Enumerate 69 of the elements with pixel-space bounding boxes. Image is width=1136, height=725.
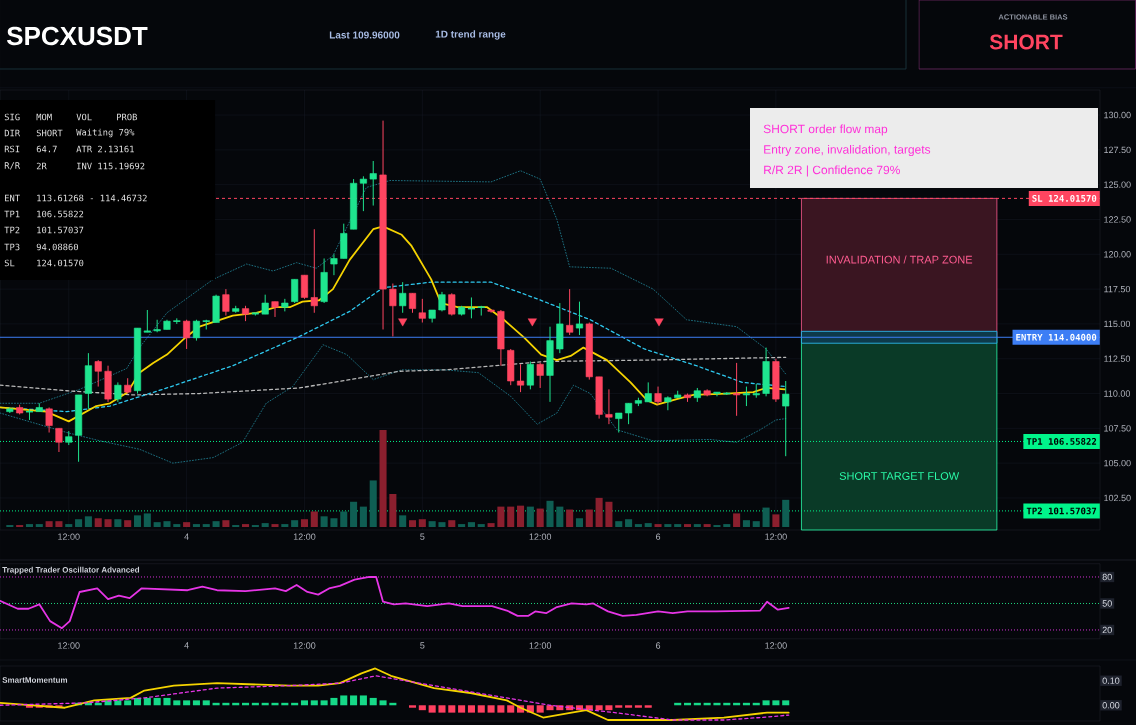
- annotation: ATR 2.13161: [76, 145, 134, 153]
- annotation: Entry zone, invalidation, targets: [764, 144, 931, 157]
- y-tick-label: 0.00: [1102, 702, 1120, 709]
- y-tick-label: 120.00: [1104, 251, 1131, 258]
- y-tick-label: 102.50: [1104, 494, 1131, 502]
- x-tick-label: 12:00: [765, 533, 787, 540]
- y-tick-label: 112.50: [1104, 355, 1131, 362]
- x-tick-label: 12:00: [765, 642, 787, 649]
- y-tick-label: 122.50: [1104, 216, 1131, 223]
- annotation: SHORT: [36, 129, 63, 137]
- x-tick-label: 12:00: [58, 642, 80, 649]
- annotation: RSI: [4, 145, 20, 153]
- y-tick-label: 127.50: [1104, 146, 1131, 154]
- text: SHORT: [989, 34, 1063, 50]
- band-label: INVALIDATION / TRAP ZONE: [826, 255, 973, 264]
- text: SmartMomentum: [2, 677, 68, 683]
- y-tick-label: 105.00: [1104, 459, 1131, 467]
- x-tick-label: 12:00: [529, 642, 552, 649]
- annotation: 94.08860: [36, 243, 79, 251]
- band-label: SHORT TARGET FLOW: [839, 472, 960, 480]
- text: 1D trend range: [435, 30, 506, 40]
- x-tick-label: 5: [420, 533, 425, 540]
- y-tick-label: 117.50: [1104, 285, 1131, 293]
- x-tick-label: 4: [184, 642, 189, 649]
- y-tick-label: 20: [1102, 626, 1112, 634]
- annotation: MOM: [36, 113, 52, 121]
- ref-line-label: TP1 106.55822: [1026, 438, 1097, 445]
- ref-line-label: TP2 101.57037: [1026, 507, 1097, 515]
- annotation: 2R: [36, 162, 47, 170]
- annotation: 106.55822: [37, 210, 84, 218]
- y-tick-label: 115.00: [1104, 320, 1131, 328]
- chart-title: Trapped Trader Oscillator Advanced: [2, 566, 140, 575]
- annotation: DIR: [4, 129, 21, 137]
- chart-subtitle: Last 109.96000: [329, 31, 400, 39]
- ref-line-label: ENTRY 114.04000: [1016, 333, 1097, 341]
- annotation: PROB: [117, 113, 137, 121]
- annotation: TP3: [4, 243, 20, 251]
- annotation: SL: [4, 259, 15, 267]
- annotation: SHORT order flow map: [763, 124, 888, 136]
- annotation: Waiting 79%: [76, 128, 135, 138]
- y-tick-label: 50: [1102, 600, 1112, 607]
- x-tick-label: 5: [420, 642, 425, 649]
- annotation: TP1: [4, 210, 20, 218]
- x-tick-label: 4: [184, 533, 189, 540]
- x-tick-label: 12:00: [58, 533, 80, 540]
- y-tick-label: 107.50: [1104, 425, 1131, 432]
- annotation: ENT: [5, 194, 20, 202]
- x-tick-label: 12:00: [529, 533, 552, 540]
- annotation: R/R: [4, 162, 21, 170]
- annotation: 124.01570: [37, 259, 84, 267]
- x-tick-label: 12:00: [293, 642, 316, 649]
- annotation: 101.57037: [37, 226, 84, 234]
- chart-title: SPCXUSDT: [6, 26, 148, 46]
- annotation: 113.61268 - 114.46732: [37, 194, 147, 202]
- annotation: R/R 2R | Confidence 79%: [764, 165, 900, 177]
- annotation: TP2: [4, 226, 20, 234]
- annotation: VOL: [76, 113, 92, 121]
- ref-line-label: SL 124.01570: [1032, 194, 1097, 202]
- y-tick-label: 110.00: [1104, 390, 1131, 397]
- y-tick-label: 125.00: [1104, 181, 1131, 188]
- x-tick-label: 12:00: [293, 533, 316, 540]
- x-tick-label: 6: [656, 533, 661, 540]
- annotation: SIG: [4, 113, 20, 121]
- annotation: INV 115.19692: [77, 162, 145, 170]
- y-tick-label: 80: [1102, 573, 1112, 581]
- y-tick-label: 130.00: [1104, 111, 1131, 119]
- x-tick-label: 6: [656, 642, 661, 649]
- y-tick-label: 0.10: [1102, 677, 1120, 684]
- annotation: 64.7: [36, 145, 57, 153]
